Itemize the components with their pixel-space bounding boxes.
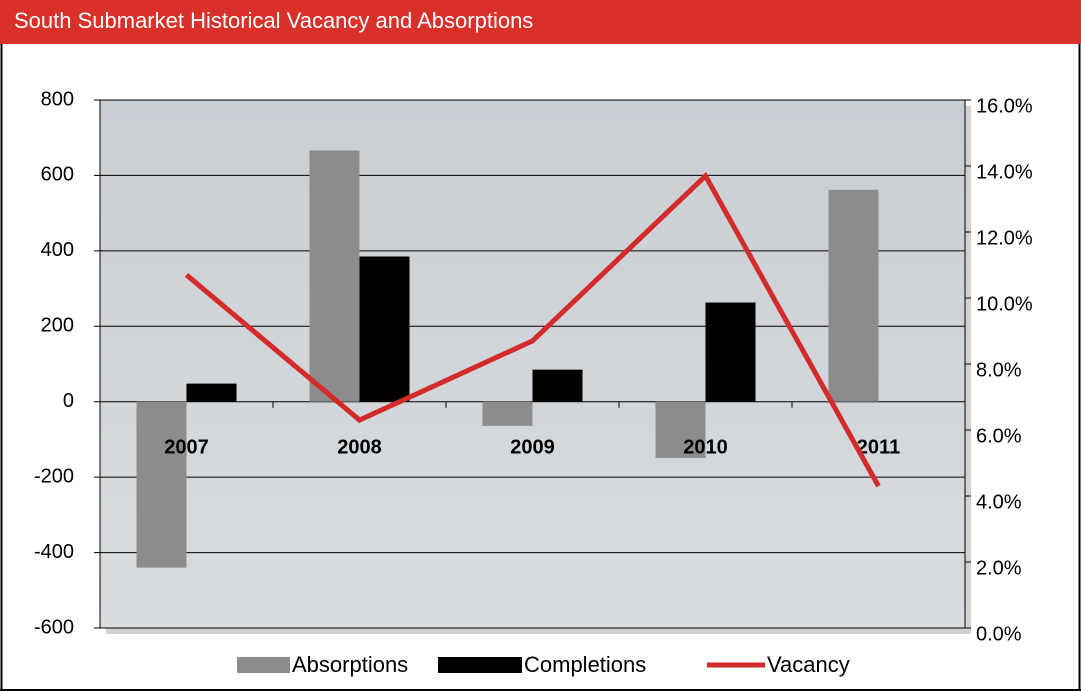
x-tick-label: 2011 <box>857 436 900 458</box>
x-tick-label: 2008 <box>337 436 382 458</box>
legend-label: Completions <box>524 652 646 677</box>
chart-title: South Submarket Historical Vacancy and A… <box>14 8 533 33</box>
y2-tick-label: 2.0% <box>976 557 1022 579</box>
y2-tick-label: 8.0% <box>976 359 1022 381</box>
x-tick-label: 2007 <box>164 436 209 458</box>
bar <box>532 369 583 402</box>
legend-label: Absorptions <box>292 652 408 677</box>
y2-tick-label: 14.0% <box>976 161 1033 183</box>
bar <box>705 302 756 402</box>
vacancy-line <box>184 171 881 488</box>
y2-tick-label: 0.0% <box>976 623 1022 645</box>
y-tick-label: 0 <box>63 390 74 412</box>
y-tick-label: -200 <box>34 465 74 487</box>
legend-swatch <box>438 657 522 673</box>
y-tick-label: -400 <box>34 541 74 563</box>
y-tick-label: 600 <box>41 164 74 186</box>
x-tick-label: 2009 <box>510 436 555 458</box>
y-tick-label: 400 <box>41 239 74 261</box>
bar <box>186 383 237 402</box>
y-tick-label: 800 <box>41 88 74 110</box>
plot-area <box>100 100 965 628</box>
x-tick-label: 2010 <box>683 436 728 458</box>
y2-tick-label: 6.0% <box>976 425 1022 447</box>
y-tick-label: -600 <box>34 616 74 638</box>
bar <box>655 401 706 458</box>
y2-tick-label: 12.0% <box>976 227 1033 249</box>
bar <box>482 401 533 426</box>
header-bar <box>0 0 1081 44</box>
bar <box>136 401 187 568</box>
y-tick-label: 200 <box>41 315 74 337</box>
y2-tick-label: 4.0% <box>976 491 1022 513</box>
bar <box>828 189 879 402</box>
bar <box>359 256 410 402</box>
legend-swatch <box>237 657 290 673</box>
y2-tick-label: 10.0% <box>976 293 1033 315</box>
y2-tick-label: 16.0% <box>976 95 1033 117</box>
bar <box>309 150 360 402</box>
legend-label: Vacancy <box>767 652 850 677</box>
